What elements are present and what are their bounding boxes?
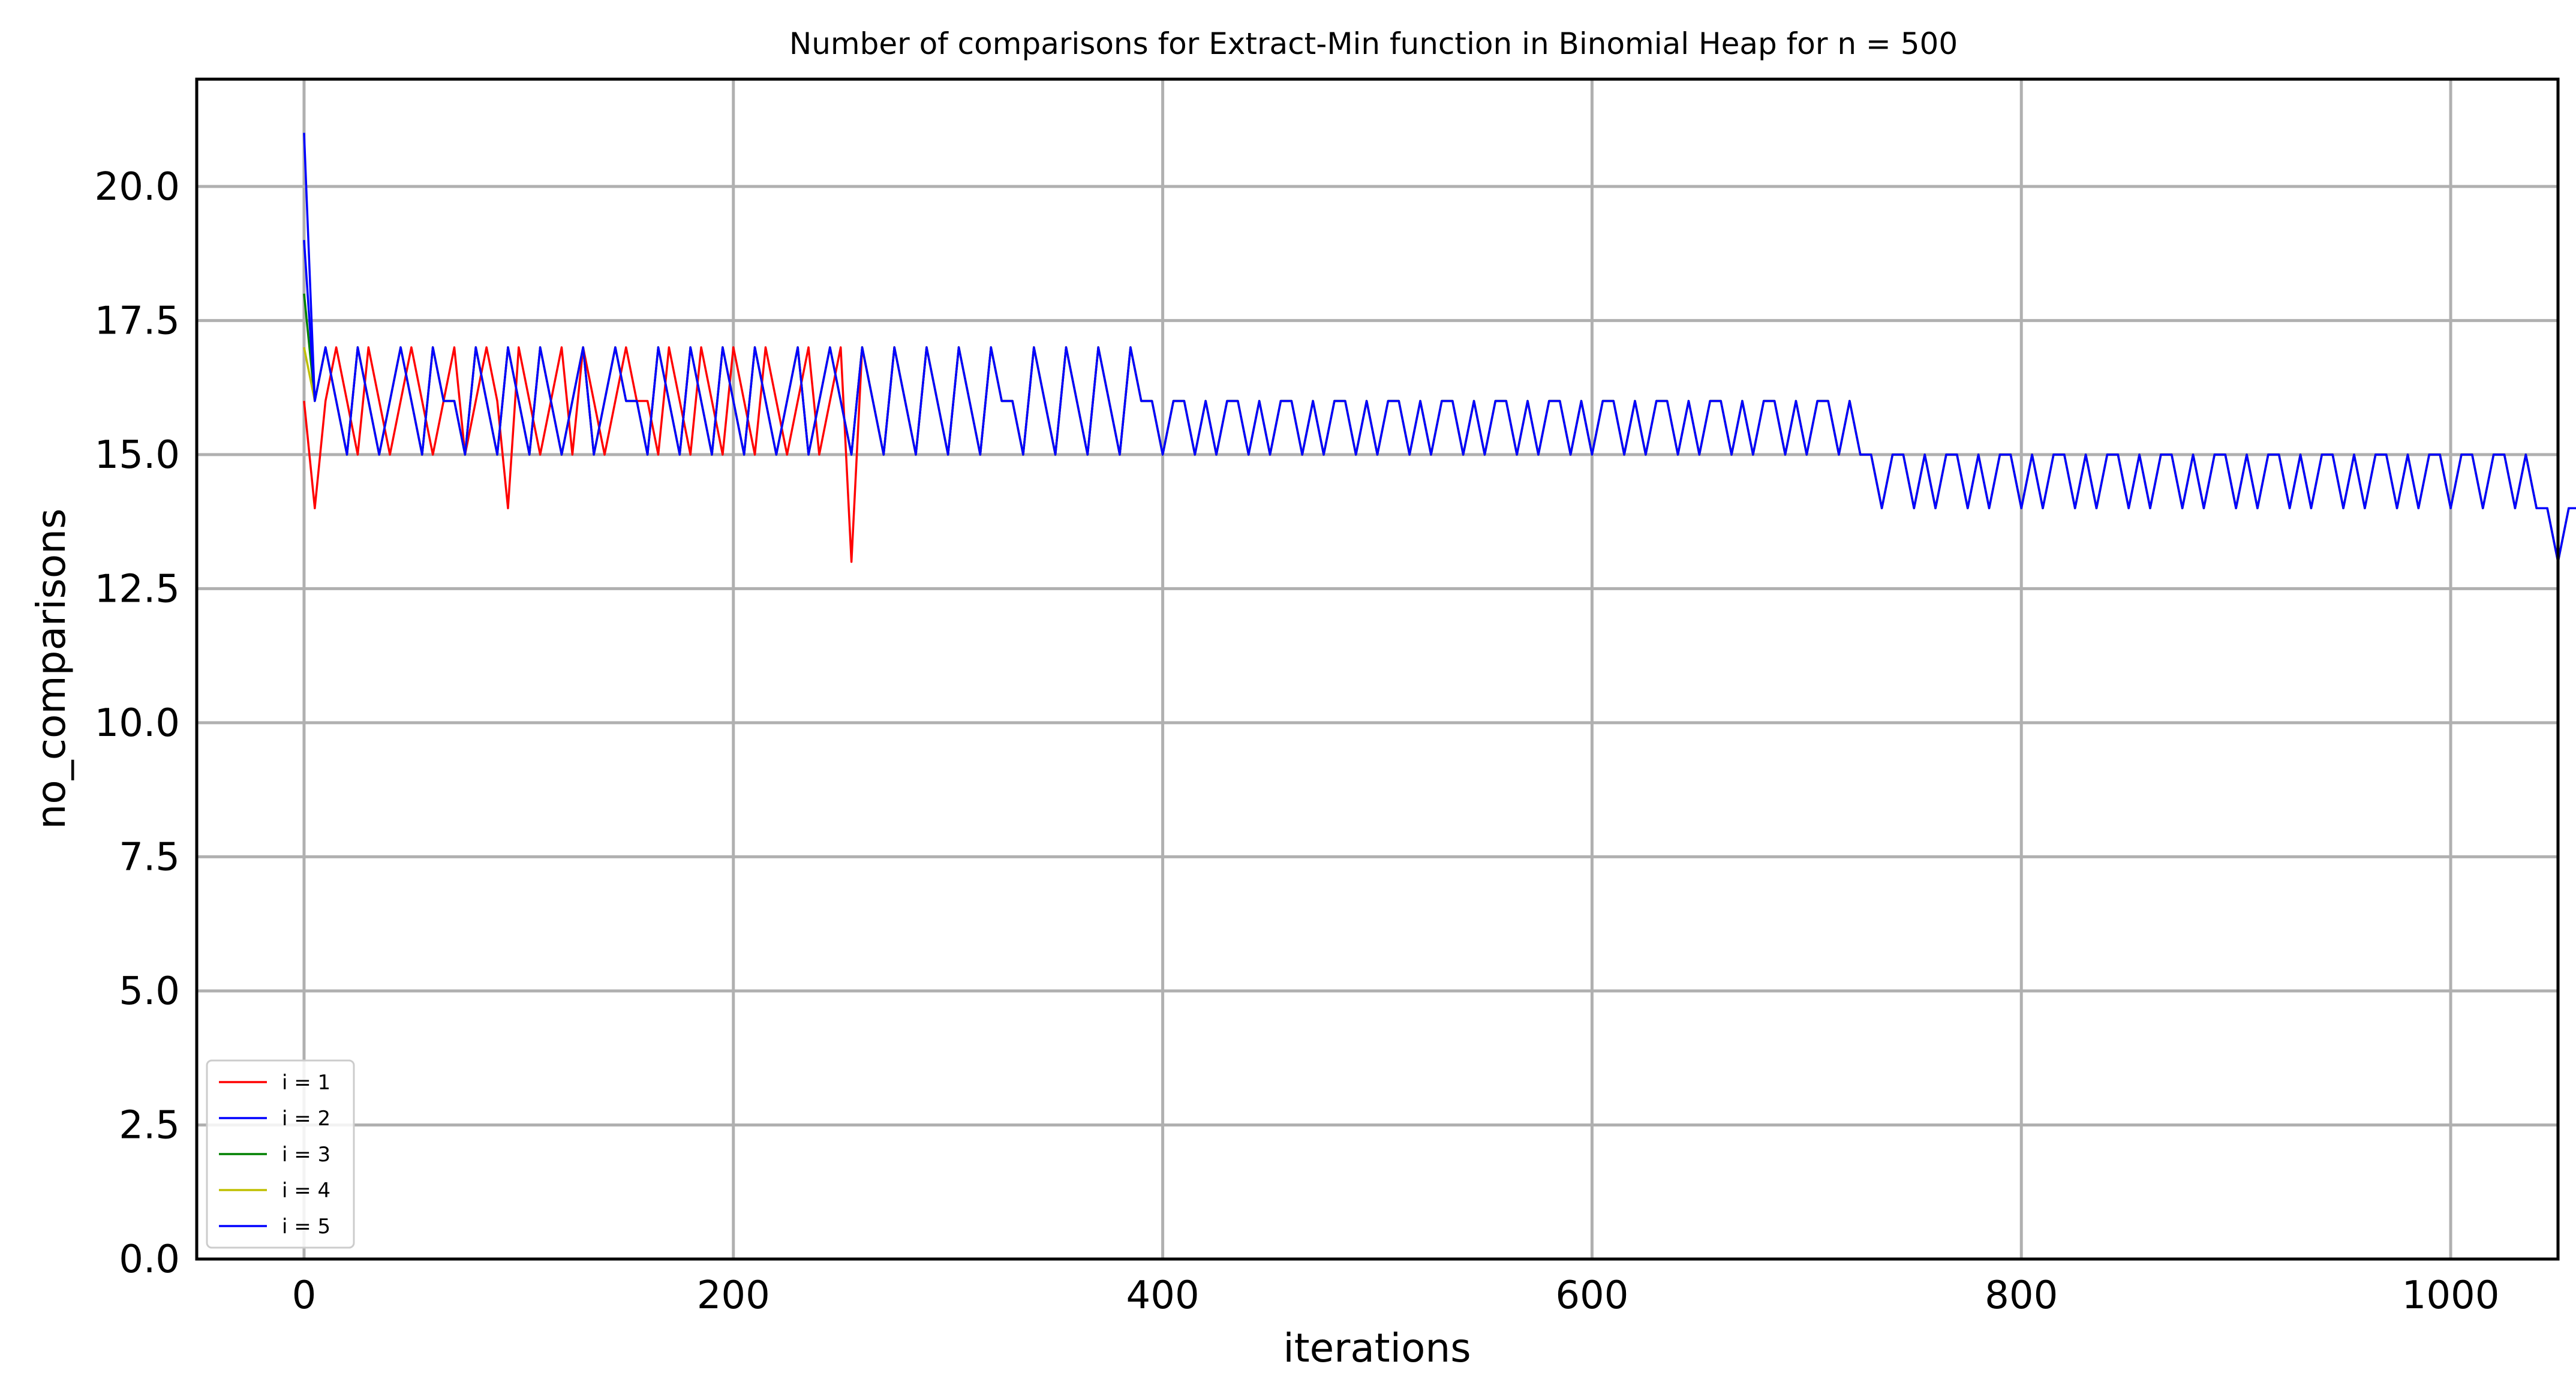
y-tick-label: 20.0 <box>95 165 181 209</box>
y-tick-label: 2.5 <box>119 1103 180 1147</box>
y-tick-label: 12.5 <box>95 567 181 611</box>
legend-label: i = 2 <box>282 1107 330 1131</box>
x-tick-label: 400 <box>1126 1273 1200 1318</box>
x-tick-label: 0 <box>292 1273 317 1318</box>
y-tick-label: 0.0 <box>119 1237 180 1282</box>
legend-label: i = 4 <box>282 1179 330 1203</box>
x-axis-label: iterations <box>1283 1325 1471 1371</box>
legend-label: i = 5 <box>282 1215 330 1239</box>
series-lines <box>303 133 2576 563</box>
legend-box <box>206 1059 355 1249</box>
legend-label: i = 3 <box>282 1143 330 1167</box>
x-tick-label: 600 <box>1555 1273 1628 1318</box>
x-tick-label: 800 <box>1985 1273 2058 1318</box>
legend-label: i = 1 <box>282 1071 330 1095</box>
y-tick-label: 17.5 <box>95 299 181 343</box>
x-tick-label: 200 <box>697 1273 770 1318</box>
y-tick-label: 15.0 <box>95 433 181 477</box>
y-tick-label: 10.0 <box>95 701 181 746</box>
x-tick-label: 1000 <box>2402 1273 2500 1318</box>
y-axis-label: no_comparisons <box>28 509 74 830</box>
plot-area-frame <box>195 77 2560 1261</box>
series-line-5 <box>303 240 2576 563</box>
chart-title: Number of comparisons for Extract-Min fu… <box>789 26 1958 61</box>
y-tick-label: 7.5 <box>119 835 180 879</box>
axis-ticks: 0 200 400 600 800 1000 0.0 2.5 5.0 7.5 10.0 12.5 15.… <box>95 165 2500 1318</box>
y-tick-label: 5.0 <box>119 969 180 1014</box>
legend: i = 1 i = 2 i = 3 i = 4 i = 5 <box>206 1059 355 1249</box>
